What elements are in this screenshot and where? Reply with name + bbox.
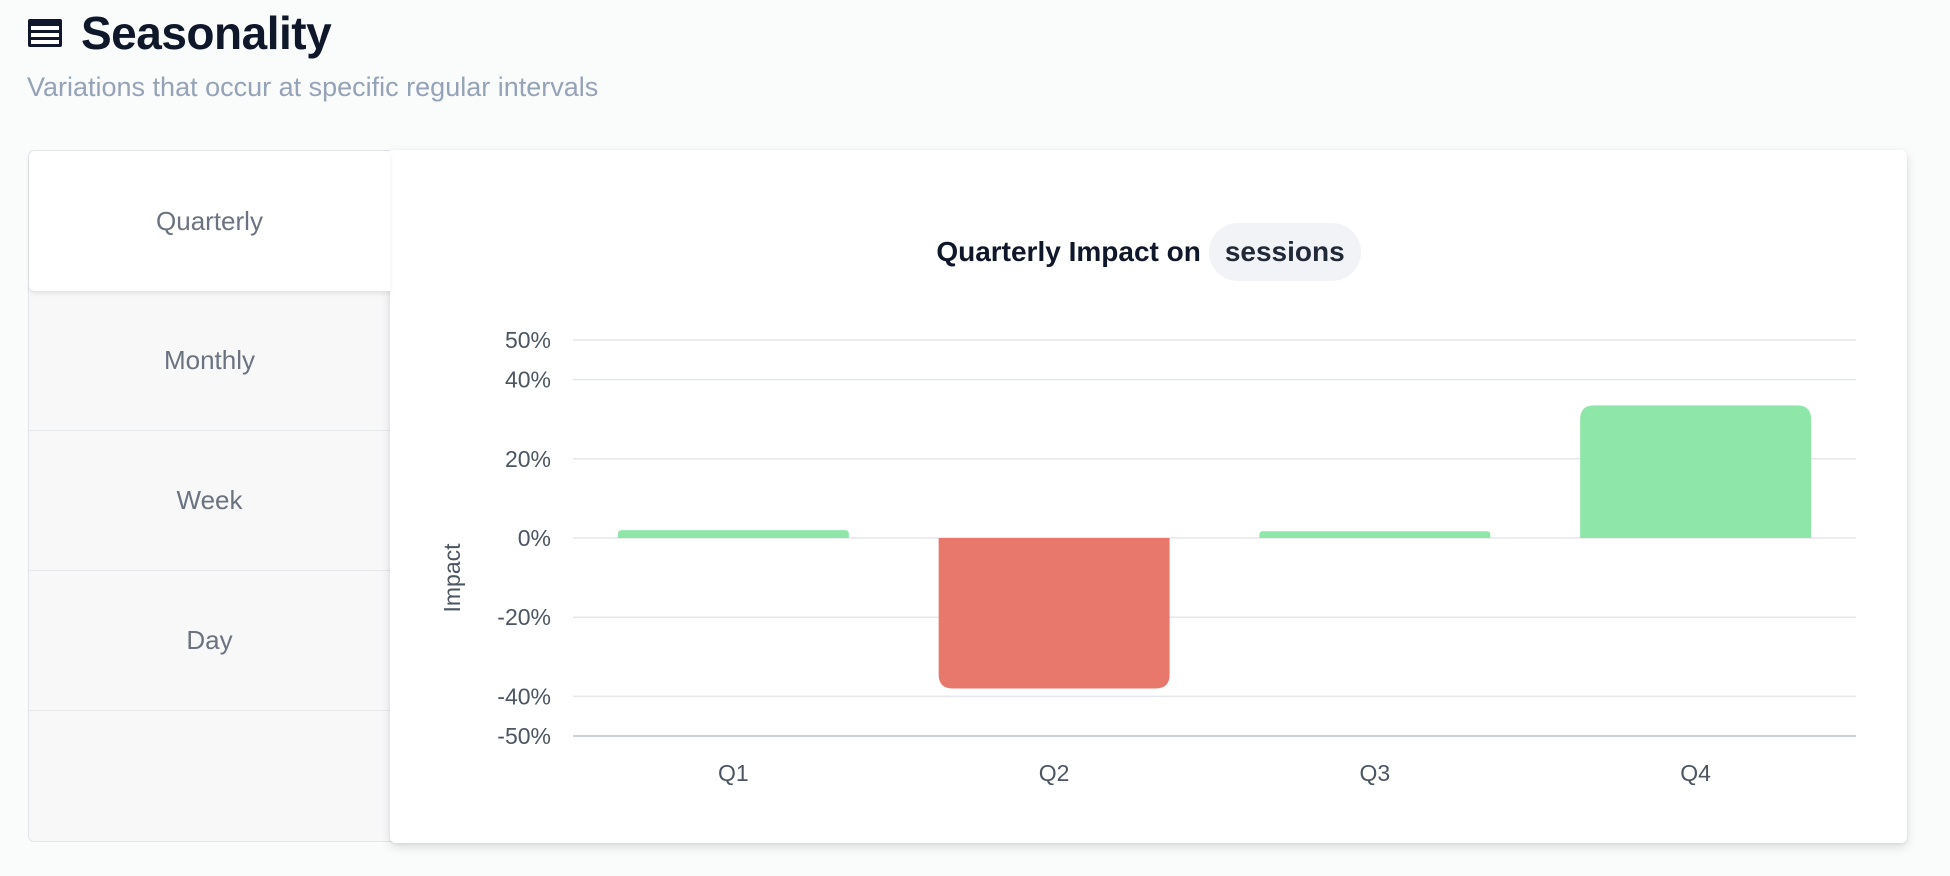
x-tick-label: Q2 [1039,760,1070,786]
y-tick-label: 50% [505,327,551,353]
y-tick-label: -40% [497,683,551,709]
table-icon [27,18,63,48]
x-tick-label: Q3 [1360,760,1391,786]
bar-q4 [1580,405,1812,538]
x-tick-label: Q4 [1680,760,1711,786]
y-tick-label: 20% [505,446,551,472]
tab-label: Week [176,485,243,515]
tab-day[interactable]: Day [29,571,390,711]
y-tick-label: -20% [497,604,551,630]
bar-q1 [617,530,849,538]
interval-tabs: Quarterly Monthly Week Day [29,151,390,711]
tab-monthly[interactable]: Monthly [29,291,390,431]
tab-quarterly[interactable]: Quarterly [29,151,390,291]
x-tick-label: Q1 [718,760,749,786]
chart-panel: Quarterly Impact on sessions 50% 40% 20% 0%… [390,150,1907,843]
seasonality-card: Quarterly Monthly Week Day Quarterly Imp… [28,150,1907,843]
bar-q3 [1259,531,1491,538]
tab-label: Quarterly [156,205,263,236]
y-tick-label: 40% [505,367,551,393]
page-header: Seasonality Variations that occur at spe… [27,0,598,103]
impact-bar-chart: 50% 40% 20% 0% -20% -40% -50% Impact Q1 Q2 Q3 Q4 [439,327,1856,786]
tab-label: Day [186,625,233,655]
bar-q2 [938,538,1170,689]
chart-title: Quarterly Impact on sessions [390,222,1907,282]
y-tick-label: 0% [518,525,551,551]
page-subtitle: Variations that occur at specific regula… [27,72,599,102]
chart-title-prefix: Quarterly Impact on [936,236,1201,267]
y-axis-label: Impact [439,543,465,613]
metric-badge: sessions [1208,223,1361,281]
y-tick-label: -50% [497,723,551,749]
tab-label: Monthly [163,345,256,375]
tab-week[interactable]: Week [29,431,390,571]
page-title: Seasonality [81,7,332,59]
